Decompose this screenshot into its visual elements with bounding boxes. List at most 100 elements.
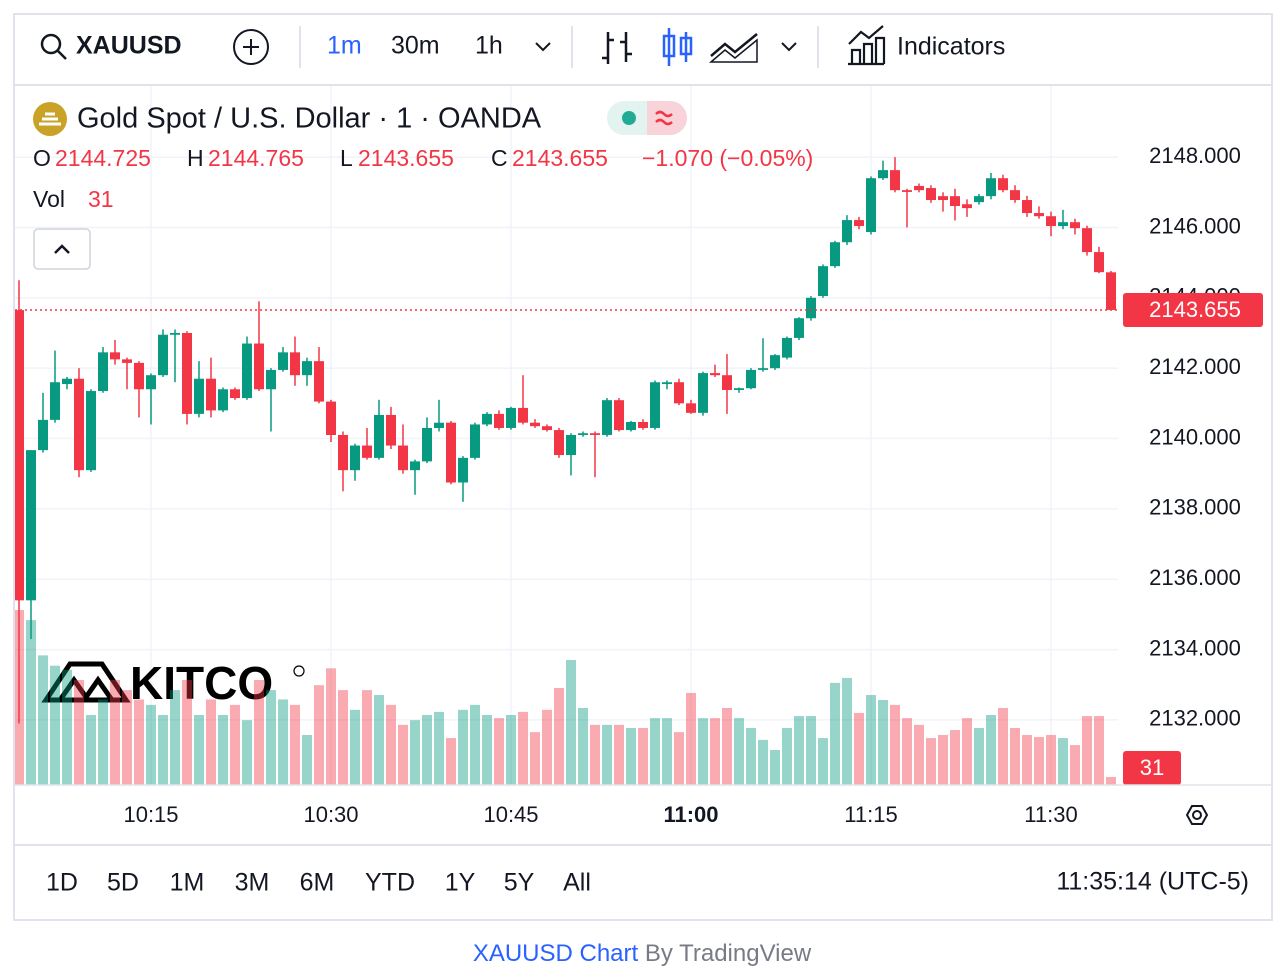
volume-bar xyxy=(518,711,528,785)
candle-body xyxy=(38,419,48,451)
candle-body xyxy=(890,170,900,191)
volume-bar xyxy=(782,727,792,785)
candle-body xyxy=(266,369,276,390)
bars-icon[interactable] xyxy=(602,32,632,64)
range-button[interactable]: 1Y xyxy=(445,869,476,897)
area-icon[interactable] xyxy=(708,33,758,63)
interval-button[interactable]: 1m xyxy=(327,32,362,60)
price-label-box xyxy=(1123,292,1263,327)
x-tick-label: 11:00 xyxy=(663,802,718,827)
candle-body xyxy=(338,435,348,471)
footer-link[interactable]: XAUUSD Chart xyxy=(473,940,639,967)
collapse-legend-button[interactable] xyxy=(33,228,91,270)
candle-body xyxy=(734,388,744,390)
volume-bar xyxy=(758,739,768,785)
delayed-icon xyxy=(655,110,673,126)
x-tick-label: 10:15 xyxy=(123,802,178,827)
candle-body xyxy=(302,361,312,376)
candle-body xyxy=(854,220,864,227)
candle-body xyxy=(1010,190,1020,201)
y-tick-label: 2134.000 xyxy=(1149,635,1241,660)
chart-type-dropdown[interactable] xyxy=(781,42,797,52)
range-button[interactable]: 3M xyxy=(235,869,270,897)
candle-body xyxy=(206,378,216,411)
volume-bar xyxy=(434,711,444,785)
volume-bar xyxy=(554,688,564,785)
footer-by: By TradingView xyxy=(645,940,812,967)
candle-body xyxy=(554,430,564,456)
volume-bar xyxy=(134,699,144,785)
volume-bar xyxy=(710,718,720,785)
range-button[interactable]: 5D xyxy=(107,869,139,897)
legend-title: Gold Spot / U.S. Dollar · 1 · OANDA xyxy=(77,103,542,135)
range-button[interactable]: All xyxy=(563,869,591,897)
volume-bar xyxy=(170,690,180,785)
volume-bar xyxy=(842,677,852,785)
volume-bar xyxy=(458,709,468,785)
volume-bar xyxy=(206,699,216,785)
candle-body xyxy=(386,414,396,446)
indicators-icon[interactable] xyxy=(848,25,886,66)
symbol-logo-mark xyxy=(39,112,61,126)
vol-key: Vol xyxy=(33,186,65,212)
volume-bar xyxy=(338,690,348,785)
volume-bar xyxy=(902,718,912,785)
volume-bar xyxy=(350,709,360,785)
candle-body xyxy=(806,297,816,319)
candles-icon[interactable] xyxy=(662,28,693,66)
volume-bar xyxy=(326,668,336,785)
candle-body xyxy=(26,450,36,601)
volume-bar xyxy=(578,708,588,785)
candle-body xyxy=(1034,213,1044,217)
candle-body xyxy=(926,188,936,201)
volume-bar xyxy=(974,727,984,785)
add-symbol-button[interactable] xyxy=(233,29,269,65)
settings-button[interactable] xyxy=(1185,805,1209,825)
volume-bar xyxy=(194,715,204,785)
volume-bar xyxy=(482,715,492,785)
x-tick-label: 11:15 xyxy=(844,802,897,827)
interval-button[interactable]: 30m xyxy=(391,32,440,60)
candle-body xyxy=(50,382,60,420)
volume-bar xyxy=(50,665,60,785)
range-button[interactable]: 5Y xyxy=(504,869,535,897)
range-button[interactable]: 1M xyxy=(170,869,205,897)
volume-bar xyxy=(386,704,396,785)
candle-body xyxy=(998,178,1008,191)
collapse-icon xyxy=(54,244,70,254)
symbol[interactable]: XAUUSD xyxy=(76,32,182,60)
volume-bar xyxy=(218,715,228,785)
volume-bar xyxy=(950,730,960,785)
ohlc-key: C xyxy=(491,145,508,171)
volume-bar xyxy=(866,695,876,785)
range-button[interactable]: YTD xyxy=(365,869,415,897)
interval-dropdown[interactable] xyxy=(535,42,551,52)
footer: XAUUSD Chart By TradingView xyxy=(473,940,812,967)
volume-bar xyxy=(662,718,672,785)
volume-bar xyxy=(158,715,168,785)
y-tick-label: 2138.000 xyxy=(1149,495,1241,520)
candle-body xyxy=(218,389,228,411)
candle-body xyxy=(878,170,888,179)
volume-bar xyxy=(26,620,36,785)
candle-body xyxy=(986,178,996,197)
volume-bar xyxy=(110,680,120,785)
search-icon[interactable] xyxy=(40,33,67,60)
volume-label-box xyxy=(1123,751,1181,785)
volume-bar xyxy=(1022,734,1032,785)
y-tick-label: 2142.000 xyxy=(1149,354,1241,379)
candle-body xyxy=(242,343,252,399)
candle-body xyxy=(326,401,336,435)
interval-button[interactable]: 1h xyxy=(475,32,503,60)
volume-bar xyxy=(254,680,264,785)
volume-bar xyxy=(314,685,324,785)
volume-bar xyxy=(1106,776,1116,785)
candle-body xyxy=(950,196,960,207)
candle-body xyxy=(770,355,780,369)
range-button[interactable]: 1D xyxy=(46,869,78,897)
range-button[interactable]: 6M xyxy=(300,869,335,897)
volume-bar xyxy=(1070,745,1080,785)
candle-body xyxy=(1070,222,1080,229)
indicators-button[interactable]: Indicators xyxy=(897,33,1005,61)
